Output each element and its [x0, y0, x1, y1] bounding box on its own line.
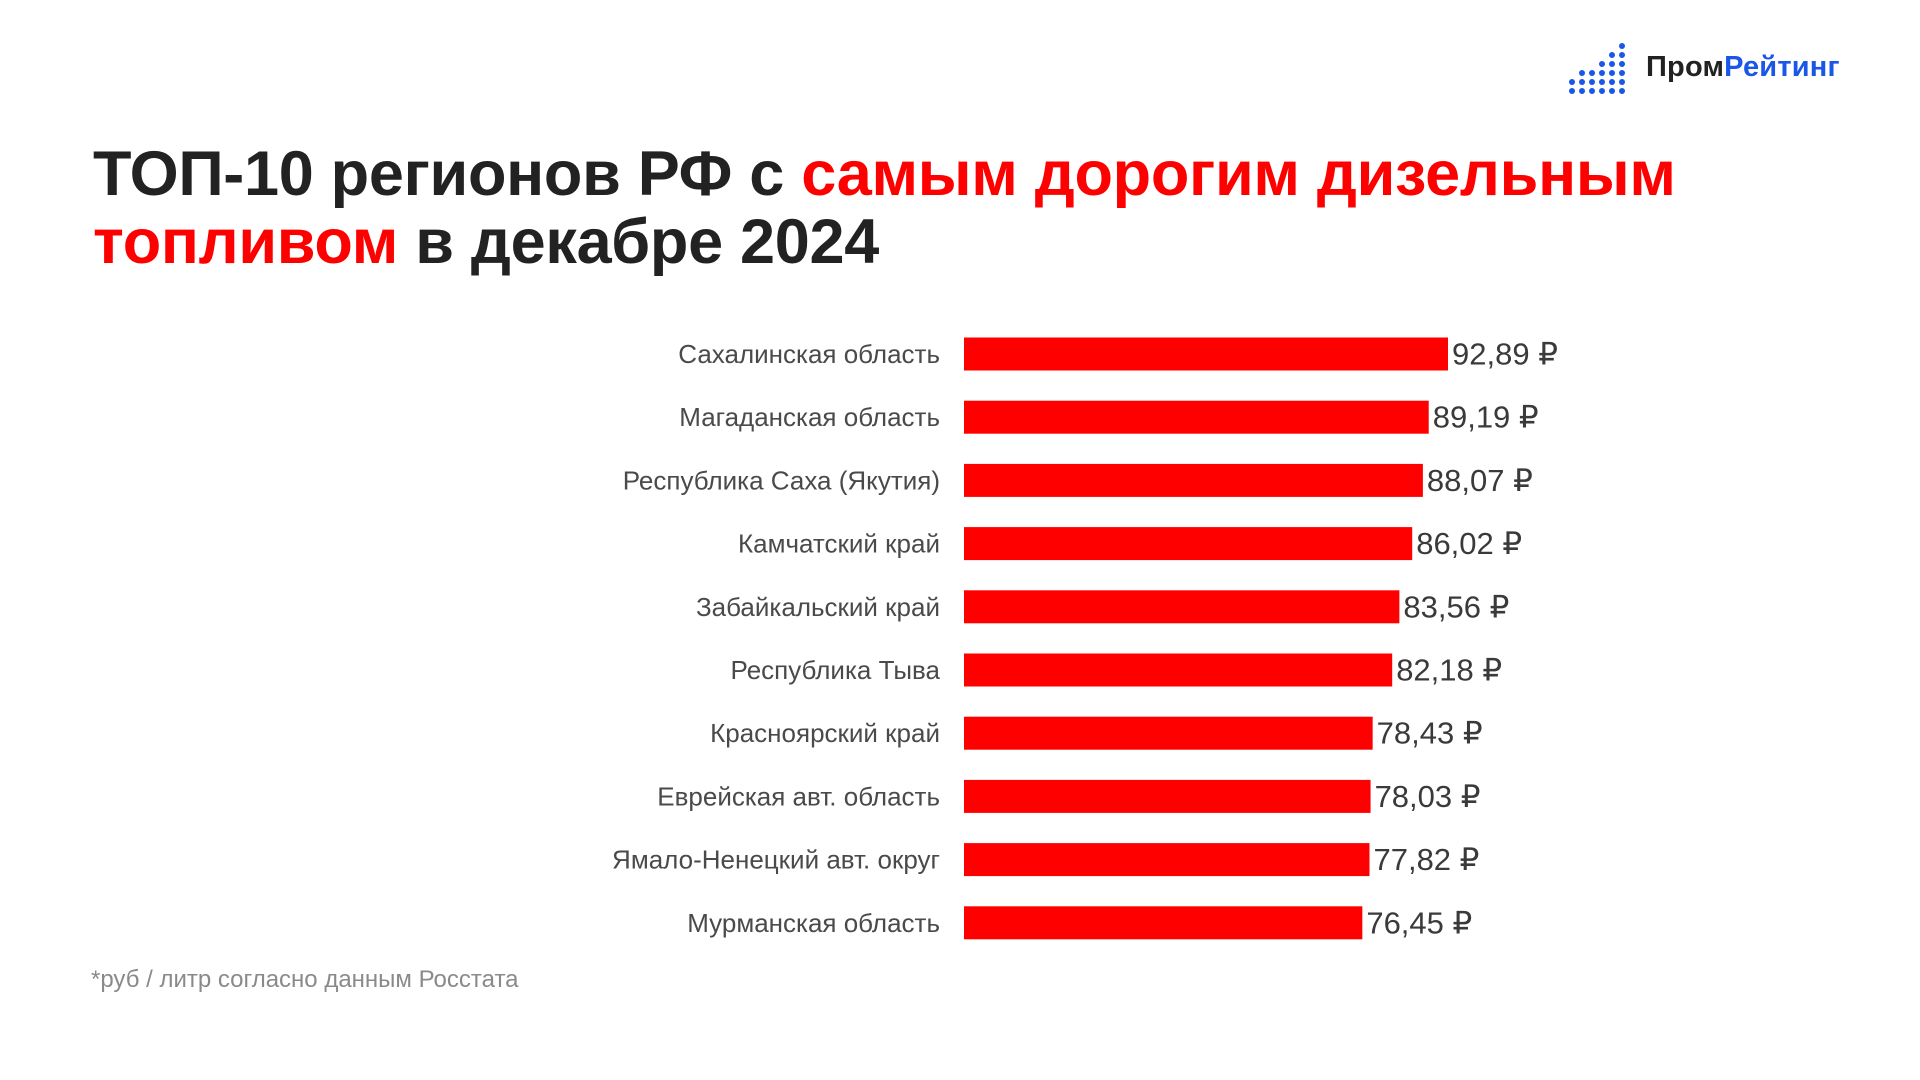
- logo-word-reyting: Рейтинг: [1724, 50, 1840, 83]
- bar: [964, 463, 1423, 497]
- logo-dot: [1609, 79, 1615, 85]
- bar-dots-logo-icon: [1569, 43, 1625, 94]
- title-part-1: ТОП-10 регионов РФ с: [93, 139, 802, 209]
- category-label: Мурманская область: [687, 908, 940, 938]
- footnote: *руб / литр согласно данным Росстата: [91, 966, 519, 993]
- logo-dot: [1599, 79, 1605, 85]
- logo-text: ПромРейтинг: [1646, 51, 1840, 84]
- category-label: Забайкальский край: [696, 592, 940, 622]
- category-label: Красноярский край: [710, 718, 940, 748]
- logo-dot: [1599, 61, 1605, 67]
- category-label: Сахалинская область: [678, 339, 940, 369]
- logo-dot: [1589, 88, 1595, 94]
- bar-chart: Сахалинская область 92,89 ₽ Магаданская об…: [612, 337, 1558, 941]
- logo-dot: [1609, 61, 1615, 67]
- bar: [964, 527, 1413, 561]
- logo-dot: [1589, 79, 1595, 85]
- logo-dot: [1609, 88, 1615, 94]
- category-label: Магаданская область: [679, 402, 940, 432]
- category-label: Республика Тыва: [731, 655, 941, 685]
- logo-dot: [1619, 43, 1625, 49]
- logo-dot: [1589, 70, 1595, 76]
- value-label: 78,03 ₽: [1375, 779, 1481, 814]
- logo-dot: [1609, 52, 1615, 58]
- logo-dot: [1619, 70, 1625, 76]
- value-label: 77,82 ₽: [1373, 842, 1479, 877]
- bar: [964, 716, 1373, 750]
- category-label: Республика Саха (Якутия): [623, 465, 940, 495]
- logo-dot: [1569, 88, 1575, 94]
- logo: ПромРейтинг: [1568, 38, 1840, 96]
- value-label: 83,56 ₽: [1403, 589, 1509, 624]
- value-label: 89,19 ₽: [1433, 400, 1539, 435]
- value-label: 86,02 ₽: [1416, 526, 1522, 561]
- bar: [964, 779, 1371, 813]
- logo-dot: [1609, 70, 1615, 76]
- logo-dot: [1619, 52, 1625, 58]
- bar: [964, 653, 1393, 687]
- logo-dot: [1599, 88, 1605, 94]
- title-accent: самым дорогим дизельным топливом: [93, 139, 1676, 277]
- value-label: 92,89 ₽: [1452, 337, 1558, 372]
- bar: [964, 590, 1400, 624]
- value-label: 78,43 ₽: [1377, 716, 1483, 751]
- logo-dot: [1569, 79, 1575, 85]
- value-label: 76,45 ₽: [1366, 905, 1472, 940]
- category-label: Еврейская авт. область: [657, 781, 940, 811]
- bar: [964, 843, 1370, 877]
- logo-dot: [1579, 79, 1585, 85]
- logo-dot: [1619, 61, 1625, 67]
- page-title: ТОП-10 регионов РФ с самым дорогим дизел…: [93, 140, 1793, 276]
- logo-dot: [1619, 88, 1625, 94]
- category-label: Ямало-Ненецкий авт. округ: [612, 845, 940, 875]
- logo-dot: [1619, 79, 1625, 85]
- logo-dot: [1579, 88, 1585, 94]
- bar: [964, 906, 1363, 940]
- category-label: Камчатский край: [738, 529, 940, 559]
- bar: [964, 400, 1429, 434]
- logo-word-prom: Пром: [1646, 50, 1725, 83]
- value-label: 82,18 ₽: [1396, 653, 1502, 688]
- value-label: 88,07 ₽: [1427, 463, 1533, 498]
- title-part-3: в декабре 2024: [398, 207, 879, 277]
- logo-dot: [1579, 70, 1585, 76]
- bar: [964, 337, 1448, 371]
- logo-dot: [1599, 70, 1605, 76]
